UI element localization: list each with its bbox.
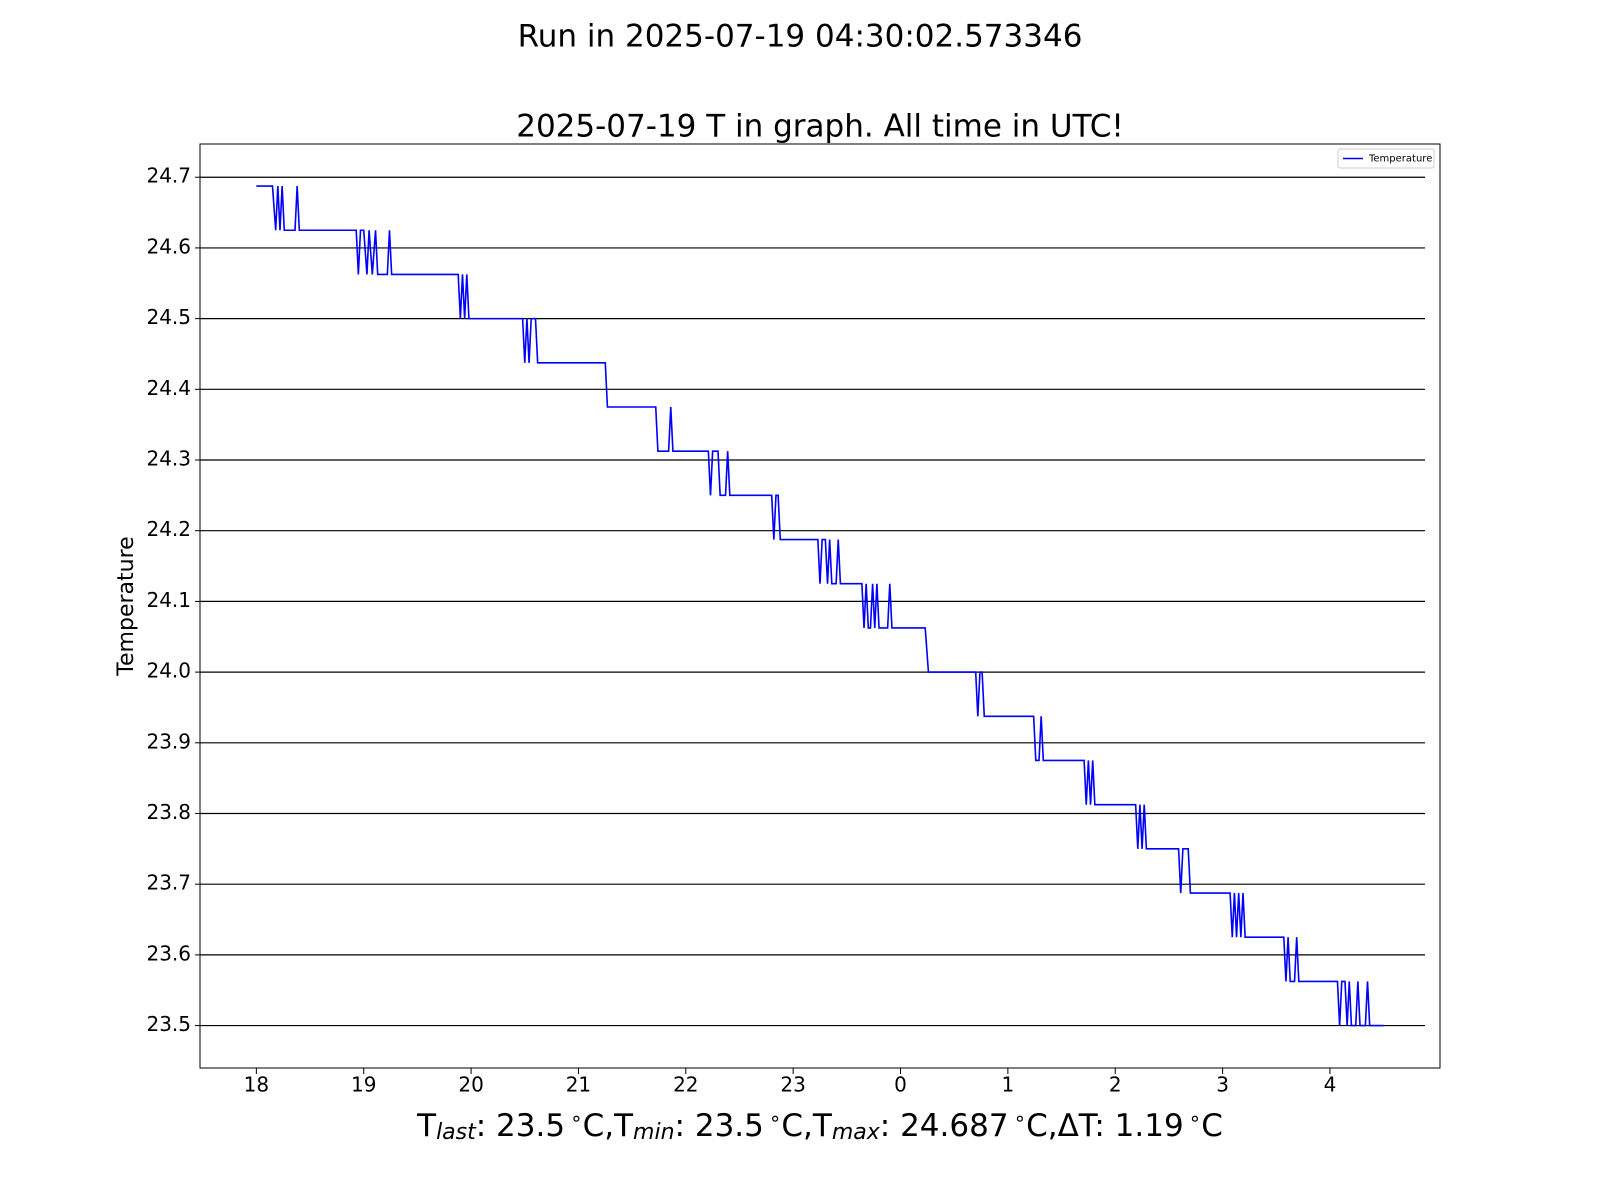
x-tick-label: 20 [458,1073,483,1097]
x-axis-label: Tlast: 23.5 ∘C,Tmin: 23.5 ∘C,Tmax: 24.687 ∘… [416,1106,1223,1146]
y-tick-label: 24.1 [146,588,191,612]
stat-symbol: T [812,1108,833,1144]
x-tick-label: 18 [244,1073,269,1097]
stat-subscript: max [832,1120,881,1145]
x-tick-label: 2 [1109,1073,1122,1097]
x-tick-label: 23 [780,1073,805,1097]
x-tick-label: 21 [566,1073,591,1097]
axes-frame [199,143,1441,1069]
chart-title: 2025-07-19 T in graph. All time in UTC! [516,109,1124,145]
suptitle: Run in 2025-07-19 04:30:02.573346 [518,19,1083,55]
y-tick-label: 23.8 [146,800,191,824]
stat-value: : 23.5 [476,1108,565,1144]
stat-unit: C, [1026,1108,1058,1144]
y-tick-label: 23.6 [146,941,191,965]
stat-degree: ∘ [769,1106,782,1130]
stat-unit: C, [583,1108,615,1144]
x-tick-label: 4 [1324,1073,1337,1097]
x-tick-label: 0 [894,1073,907,1097]
y-tick-label: 24.6 [146,234,191,258]
stat-unit: C, [781,1108,813,1144]
stat-symbol: T [416,1108,437,1144]
y-tick-label: 23.9 [146,729,191,753]
stat-degree: ∘ [1014,1106,1027,1130]
stat-symbol: ΔT [1058,1108,1099,1144]
y-axis-label: Temperature [114,536,139,676]
y-tick-label: 24.4 [146,376,191,400]
stat-degree: ∘ [1189,1106,1202,1130]
y-tick-label: 24.3 [146,447,191,471]
stat-degree: ∘ [570,1106,583,1130]
stat-value: : 24.687 [880,1108,1009,1144]
y-tick-label: 23.7 [146,871,191,895]
x-tick-label: 3 [1216,1073,1229,1097]
stat-subscript: last [436,1120,477,1145]
data-line [256,185,1384,1027]
legend-box [1337,148,1435,169]
y-tick-label: 24.7 [146,164,191,188]
x-tick-label: 19 [351,1073,376,1097]
x-tick-label: 1 [1002,1073,1015,1097]
stat-subscript: min [633,1120,675,1145]
y-tick-label: 24.5 [146,305,191,329]
stat-value: : 23.5 [675,1108,764,1144]
stat-symbol: T [613,1108,634,1144]
y-tick-label: 24.0 [146,659,191,683]
y-tick-label: 24.2 [146,517,191,541]
stat-value: : 1.19 [1094,1108,1183,1144]
stat-unit: C [1201,1108,1223,1144]
y-tick-label: 23.5 [146,1012,191,1036]
legend-label: Temperature [1368,154,1432,165]
x-tick-label: 22 [673,1073,698,1097]
